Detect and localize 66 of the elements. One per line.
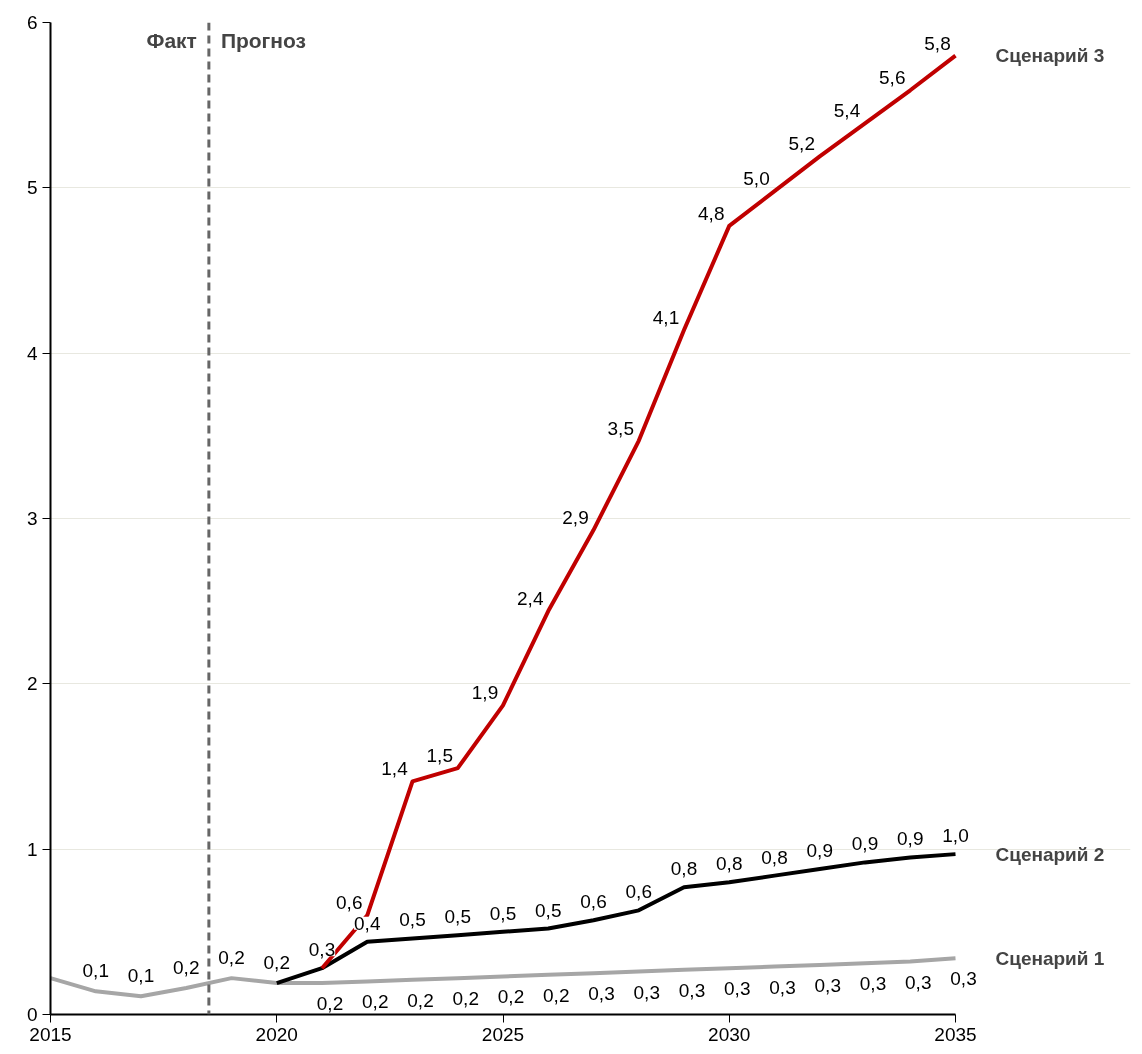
data-label: 0,6 <box>336 892 363 914</box>
data-label: 0,2 <box>218 947 245 969</box>
data-label: 2,4 <box>517 588 544 610</box>
data-label: 0,6 <box>625 881 652 903</box>
data-label: 1,5 <box>426 745 453 767</box>
y-tick-label: 2 <box>26 673 38 695</box>
data-label: 0,3 <box>588 983 615 1005</box>
data-label: 0,3 <box>678 979 706 1001</box>
data-label: 0,9 <box>851 833 879 855</box>
data-label: 5,4 <box>833 100 861 122</box>
x-tick-label: 2015 <box>29 1023 72 1045</box>
data-label: 0,3 <box>950 968 977 990</box>
data-label: 0,2 <box>173 957 200 979</box>
data-label: 4,8 <box>698 202 725 224</box>
data-label: 0,1 <box>82 960 109 982</box>
data-label: 0,2 <box>407 989 434 1011</box>
data-label: 5,0 <box>743 168 770 190</box>
data-label: 0,2 <box>543 984 570 1006</box>
data-label: 0,6 <box>580 891 607 913</box>
data-label: 1,9 <box>471 682 499 704</box>
x-tick-label: 2020 <box>255 1023 298 1045</box>
annotation: Прогноз <box>220 28 307 52</box>
y-tick-label: 6 <box>26 12 38 33</box>
data-label: 0,3 <box>769 976 796 998</box>
data-label: 5,8 <box>924 32 951 54</box>
y-tick-label: 1 <box>26 838 38 860</box>
y-tick-label: 4 <box>26 342 38 364</box>
text: Сценарий 2 <box>995 843 1105 865</box>
data-label: 0,2 <box>452 988 479 1010</box>
data-label: 1,0 <box>942 825 969 847</box>
x-tick-label: 2030 <box>708 1023 751 1045</box>
data-label: 0,3 <box>814 974 841 996</box>
data-label: 0,9 <box>897 828 924 850</box>
y-tick-label: 3 <box>26 508 38 529</box>
data-label: 5,2 <box>788 133 815 155</box>
data-label: 5,6 <box>879 67 906 89</box>
data-label: 0,3 <box>905 971 932 993</box>
data-label: 0,8 <box>716 853 743 875</box>
x-tick-label: 2025 <box>481 1023 525 1045</box>
data-label: 0,2 <box>263 952 290 974</box>
y-tick-label: 5 <box>26 177 38 199</box>
data-label: 0,4 <box>354 912 381 934</box>
x-tick-label: 2035 <box>934 1023 977 1045</box>
y-tick-label: 0 <box>26 1004 38 1025</box>
data-label: 2,9 <box>562 507 589 529</box>
data-label: 0,2 <box>362 991 389 1013</box>
data-label: 0,2 <box>316 993 344 1015</box>
text: Сценарий 1 <box>995 947 1105 969</box>
annotation: Факт <box>146 28 197 52</box>
data-label: 4,1 <box>652 307 680 329</box>
data-label: 0,8 <box>761 846 788 868</box>
data-label: 0,3 <box>308 939 336 961</box>
data-label: 1,4 <box>381 758 409 780</box>
data-label: 0,5 <box>444 906 471 928</box>
data-label: 0,8 <box>670 858 698 880</box>
data-label: 0,5 <box>489 902 517 924</box>
data-label: 0,2 <box>497 986 525 1008</box>
data-label: 0,3 <box>859 973 887 995</box>
data-label: 0,3 <box>633 981 660 1003</box>
data-label: 3,5 <box>607 417 634 439</box>
data-label: 0,5 <box>535 899 562 921</box>
text: Сценарий 3 <box>995 45 1105 67</box>
data-label: 0,9 <box>806 840 833 862</box>
data-label: 0,5 <box>399 909 426 931</box>
data-label: 0,1 <box>127 965 155 987</box>
data-label: 0,3 <box>724 978 751 1000</box>
